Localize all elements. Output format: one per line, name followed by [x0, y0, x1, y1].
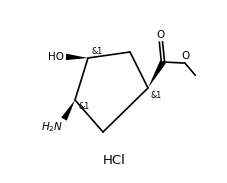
Text: &1: &1 [92, 47, 103, 56]
Polygon shape [61, 100, 75, 121]
Text: O: O [181, 51, 189, 61]
Text: HCl: HCl [102, 154, 125, 167]
Polygon shape [147, 60, 165, 88]
Text: HO: HO [48, 52, 64, 62]
Text: O: O [156, 30, 164, 40]
Polygon shape [66, 54, 88, 60]
Text: $H_2N$: $H_2N$ [41, 120, 63, 134]
Text: &1: &1 [150, 91, 162, 100]
Text: &1: &1 [79, 102, 90, 111]
